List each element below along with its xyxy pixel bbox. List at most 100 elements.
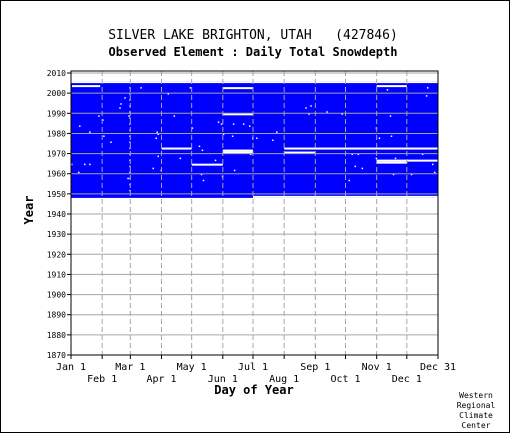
missing-day bbox=[375, 157, 378, 160]
missing-day bbox=[129, 123, 131, 125]
missing-period bbox=[71, 81, 438, 84]
missing-day bbox=[71, 163, 73, 166]
x-tick-label: Jan 1 bbox=[56, 362, 86, 373]
missing-day bbox=[89, 163, 91, 166]
missing-day bbox=[127, 177, 129, 180]
missing-period bbox=[376, 85, 407, 88]
missing-day bbox=[378, 137, 381, 139]
missing-day bbox=[410, 173, 413, 176]
missing-day bbox=[233, 169, 236, 172]
missing-day bbox=[157, 133, 159, 135]
y-tick-label: 1990 bbox=[47, 109, 66, 118]
y-tick-label: 1940 bbox=[47, 210, 66, 219]
missing-day bbox=[256, 137, 258, 139]
missing-day bbox=[198, 145, 201, 148]
missing-day bbox=[152, 167, 154, 170]
missing-day bbox=[231, 135, 234, 137]
missing-day bbox=[98, 115, 100, 117]
x-tick-label: Jun 1 bbox=[208, 374, 238, 385]
missing-day bbox=[394, 157, 397, 160]
missing-period bbox=[161, 147, 192, 150]
x-tick-label: Nov 1 bbox=[362, 362, 392, 373]
missing-day bbox=[386, 89, 389, 91]
missing-day bbox=[110, 141, 112, 143]
missing-day bbox=[84, 163, 86, 166]
y-tick-label: 1880 bbox=[47, 331, 66, 340]
missing-period bbox=[284, 151, 316, 154]
y-tick-label: 2000 bbox=[47, 89, 66, 98]
missing-day bbox=[89, 131, 91, 133]
x-tick-label: Apr 1 bbox=[146, 374, 176, 385]
missing-day bbox=[129, 189, 131, 192]
x-tick-label: Mar 1 bbox=[115, 362, 145, 373]
missing-period bbox=[376, 159, 438, 162]
x-tick-label: Feb 1 bbox=[87, 374, 117, 385]
x-tick-label: May 1 bbox=[177, 362, 207, 373]
missing-day bbox=[120, 103, 122, 105]
missing-day bbox=[129, 147, 131, 150]
missing-period bbox=[252, 195, 438, 198]
x-tick-label: Aug 1 bbox=[269, 374, 299, 385]
x-tick-label: Sep 1 bbox=[300, 362, 330, 373]
missing-period bbox=[191, 163, 223, 166]
y-tick-label: 1950 bbox=[47, 190, 66, 199]
x-tick-label: Jul 1 bbox=[238, 362, 268, 373]
missing-period bbox=[284, 147, 438, 150]
missing-day bbox=[341, 113, 343, 115]
missing-day bbox=[179, 157, 182, 160]
x-tick-label: Dec 31 bbox=[420, 362, 456, 373]
missing-day bbox=[249, 153, 252, 156]
missing-day bbox=[357, 153, 360, 156]
missing-period bbox=[222, 113, 253, 116]
missing-day bbox=[157, 155, 159, 158]
missing-day bbox=[433, 171, 436, 174]
missing-period bbox=[222, 149, 253, 152]
missing-day bbox=[129, 141, 131, 143]
y-axis-label: Year bbox=[22, 196, 36, 225]
y-tick-label: 1960 bbox=[47, 170, 66, 179]
missing-day bbox=[102, 119, 104, 121]
missing-period bbox=[222, 87, 253, 90]
wrcc-footer: Western Regional Climate Center bbox=[457, 391, 496, 430]
missing-day bbox=[214, 159, 217, 162]
missing-day bbox=[191, 127, 194, 129]
missing-day bbox=[103, 135, 105, 137]
missing-day bbox=[232, 123, 235, 125]
missing-day bbox=[390, 135, 393, 137]
missing-day bbox=[129, 171, 131, 174]
missing-day bbox=[431, 163, 434, 166]
missing-day bbox=[78, 171, 80, 174]
missing-day bbox=[155, 137, 157, 139]
missing-day bbox=[326, 111, 328, 113]
missing-period bbox=[376, 161, 407, 164]
chart-subtitle: Observed Element : Daily Total Snowdepth bbox=[109, 45, 398, 59]
y-tick-label: 1890 bbox=[47, 311, 66, 320]
y-tick-label: 2010 bbox=[47, 69, 66, 78]
footer-line-3: Climate bbox=[459, 411, 493, 420]
y-tick-label: 1980 bbox=[47, 129, 66, 138]
y-tick-label: 1910 bbox=[47, 270, 66, 279]
y-tick-label: 1920 bbox=[47, 250, 66, 259]
missing-day bbox=[276, 131, 278, 133]
missing-day bbox=[361, 167, 364, 170]
missing-day bbox=[305, 107, 307, 109]
data-coverage-block bbox=[71, 81, 438, 198]
x-axis-label: Day of Year bbox=[214, 383, 293, 397]
footer-line-2: Regional bbox=[457, 401, 496, 410]
chart-title: SILVER LAKE BRIGHTON, UTAH (427846) bbox=[108, 28, 398, 43]
y-tick-label: 1870 bbox=[47, 351, 66, 360]
y-tick-label: 1970 bbox=[47, 150, 66, 159]
missing-period bbox=[72, 85, 101, 88]
missing-day bbox=[351, 153, 354, 156]
x-axis-ticks: Jan 1 Mar 1 May 1 Jul 1 Sep 1 Nov 1 Dec 31 Feb … bbox=[56, 355, 456, 385]
missing-period bbox=[222, 151, 253, 154]
x-tick-label: Oct 1 bbox=[330, 374, 360, 385]
footer-line-1: Western bbox=[459, 391, 493, 400]
plot-area bbox=[70, 70, 439, 356]
x-tick-label: Dec 1 bbox=[392, 374, 422, 385]
missing-day bbox=[167, 93, 170, 95]
missing-day bbox=[389, 115, 392, 117]
missing-day bbox=[248, 125, 251, 127]
